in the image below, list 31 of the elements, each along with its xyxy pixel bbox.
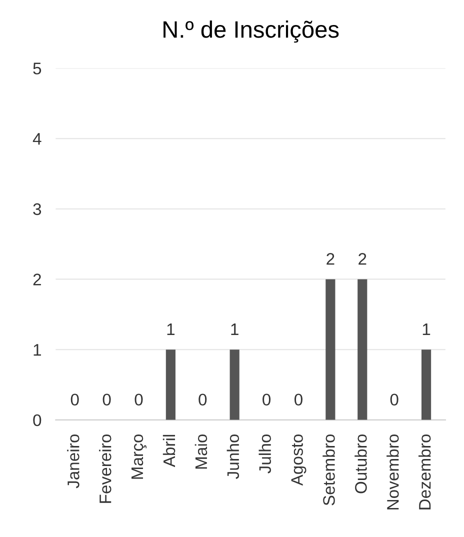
data-label: 0 [102, 394, 111, 406]
x-tick-label: Abril [162, 434, 176, 468]
y-tick-label: 2 [33, 274, 41, 286]
data-label: 0 [198, 394, 207, 406]
x-tick-label: Janeiro [67, 434, 80, 488]
data-label: 0 [390, 394, 398, 406]
y-tick-label: 0 [33, 414, 42, 426]
x-tick-label: Maio [194, 434, 208, 469]
data-label: 0 [134, 394, 143, 406]
data-label: 0 [70, 394, 79, 406]
data-label: 0 [294, 394, 302, 406]
x-tick-label: Março [132, 434, 147, 479]
chart-title: N.º de Inscrições [164, 20, 339, 43]
x-tick-label: Dezembro [418, 434, 431, 510]
data-label: 1 [422, 324, 430, 336]
x-tick-label: Agosto [291, 434, 306, 486]
data-label: 2 [326, 253, 334, 265]
y-tick-label: 4 [32, 133, 42, 145]
x-tick-label: Fevereiro [99, 434, 112, 503]
y-tick-label: 3 [33, 203, 42, 216]
y-tick-label: 5 [33, 62, 42, 74]
data-label: 1 [167, 324, 175, 336]
x-tick-label: Novembro [386, 434, 399, 510]
x-tick-label: Junho [226, 434, 240, 479]
y-tick-label: 1 [34, 344, 41, 356]
data-label: 1 [231, 324, 238, 336]
x-tick-label: Setembro [322, 434, 335, 506]
data-label: 0 [262, 394, 271, 406]
x-tick-label: Julho [258, 434, 272, 474]
x-tick-label: Outubro [354, 434, 367, 494]
data-label: 2 [358, 253, 366, 265]
